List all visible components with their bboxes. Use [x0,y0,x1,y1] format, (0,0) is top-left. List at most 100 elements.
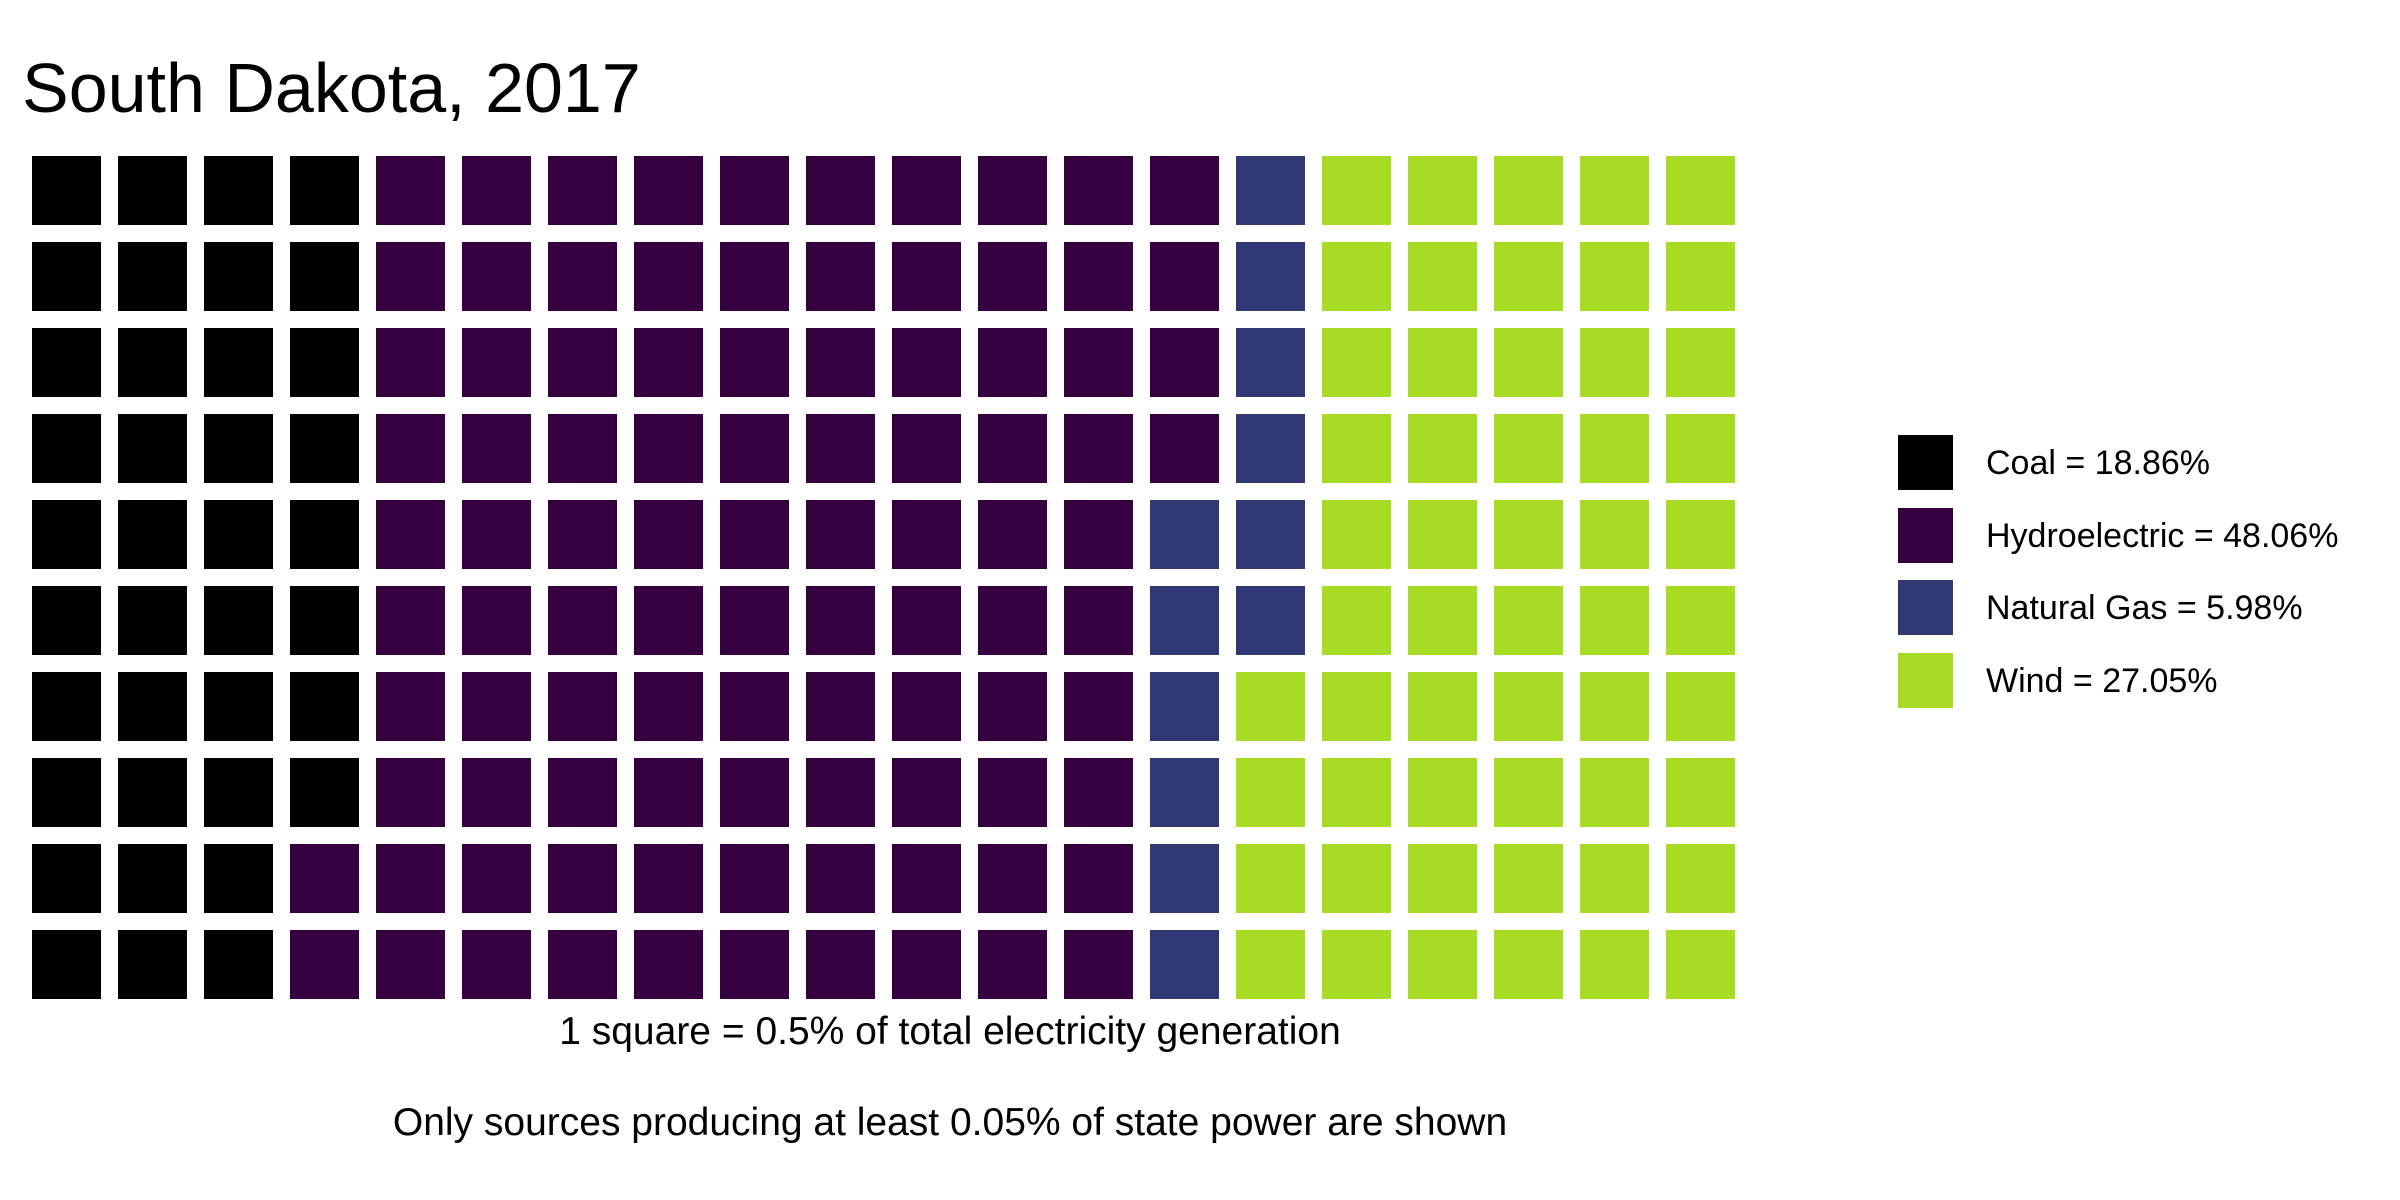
waffle-square-coal [290,758,359,827]
waffle-square-hydroelectric [462,758,531,827]
waffle-square-wind [1322,242,1391,311]
waffle-square-wind [1494,672,1563,741]
waffle-square-hydroelectric [462,242,531,311]
waffle-square-coal [290,328,359,397]
waffle-square-natural-gas [1150,500,1219,569]
waffle-square-hydroelectric [1064,758,1133,827]
waffle-square-coal [290,672,359,741]
waffle-square-hydroelectric [892,156,961,225]
waffle-square-wind [1322,586,1391,655]
waffle-square-wind [1666,242,1735,311]
waffle-square-wind [1580,156,1649,225]
waffle-square-natural-gas [1150,672,1219,741]
waffle-square-wind [1322,156,1391,225]
waffle-square-wind [1494,586,1563,655]
waffle-square-wind [1580,414,1649,483]
waffle-square-wind [1494,156,1563,225]
waffle-square-coal [204,500,273,569]
waffle-square-wind [1408,930,1477,999]
waffle-square-hydroelectric [892,242,961,311]
waffle-square-wind [1322,758,1391,827]
waffle-square-hydroelectric [978,414,1047,483]
waffle-square-wind [1580,328,1649,397]
waffle-square-hydroelectric [376,758,445,827]
waffle-square-hydroelectric [376,156,445,225]
waffle-square-coal [32,930,101,999]
waffle-square-coal [204,328,273,397]
waffle-square-natural-gas [1236,242,1305,311]
waffle-square-hydroelectric [806,930,875,999]
waffle-square-hydroelectric [1064,328,1133,397]
waffle-square-hydroelectric [978,758,1047,827]
waffle-square-hydroelectric [548,242,617,311]
waffle-square-wind [1494,500,1563,569]
waffle-square-coal [32,758,101,827]
waffle-square-hydroelectric [376,586,445,655]
waffle-square-wind [1494,844,1563,913]
waffle-square-hydroelectric [892,500,961,569]
waffle-square-hydroelectric [1064,414,1133,483]
waffle-square-hydroelectric [462,586,531,655]
waffle-square-hydroelectric [1150,414,1219,483]
waffle-square-natural-gas [1150,844,1219,913]
waffle-square-hydroelectric [634,758,703,827]
waffle-square-hydroelectric [1064,930,1133,999]
waffle-square-hydroelectric [376,242,445,311]
waffle-square-hydroelectric [978,672,1047,741]
waffle-square-coal [118,586,187,655]
waffle-square-hydroelectric [892,758,961,827]
waffle-square-wind [1580,500,1649,569]
waffle-square-natural-gas [1236,414,1305,483]
unit-caption: 1 square = 0.5% of total electricity gen… [559,1010,1341,1053]
waffle-square-coal [204,672,273,741]
waffle-square-coal [290,156,359,225]
waffle-square-natural-gas [1236,328,1305,397]
legend-swatch-natural-gas [1898,580,1953,635]
waffle-square-hydroelectric [376,500,445,569]
waffle-square-hydroelectric [290,844,359,913]
waffle-square-coal [32,414,101,483]
waffle-square-hydroelectric [978,328,1047,397]
waffle-square-coal [290,414,359,483]
waffle-square-hydroelectric [1064,586,1133,655]
waffle-square-hydroelectric [806,414,875,483]
legend-swatch-coal [1898,435,1953,490]
waffle-square-wind [1408,242,1477,311]
waffle-square-wind [1666,414,1735,483]
waffle-square-coal [204,930,273,999]
waffle-square-hydroelectric [1064,844,1133,913]
waffle-square-wind [1580,930,1649,999]
waffle-square-hydroelectric [720,328,789,397]
waffle-square-coal [204,586,273,655]
waffle-square-hydroelectric [720,844,789,913]
waffle-square-natural-gas [1236,156,1305,225]
waffle-square-coal [204,844,273,913]
waffle-square-wind [1322,500,1391,569]
waffle-grid [32,156,1735,999]
waffle-square-wind [1494,758,1563,827]
waffle-square-hydroelectric [634,500,703,569]
waffle-square-hydroelectric [462,930,531,999]
waffle-square-wind [1666,586,1735,655]
waffle-square-wind [1580,672,1649,741]
waffle-square-hydroelectric [462,414,531,483]
threshold-note: Only sources producing at least 0.05% of… [392,1101,1508,1144]
waffle-square-wind [1236,844,1305,913]
waffle-square-hydroelectric [978,500,1047,569]
waffle-square-hydroelectric [892,328,961,397]
waffle-square-hydroelectric [462,844,531,913]
chart-title: South Dakota, 2017 [22,49,641,127]
waffle-square-hydroelectric [462,500,531,569]
waffle-square-hydroelectric [1150,242,1219,311]
waffle-square-hydroelectric [634,586,703,655]
waffle-square-hydroelectric [548,844,617,913]
waffle-square-hydroelectric [548,758,617,827]
waffle-square-wind [1666,156,1735,225]
waffle-square-hydroelectric [548,414,617,483]
waffle-square-hydroelectric [462,328,531,397]
waffle-square-wind [1580,242,1649,311]
waffle-square-wind [1494,242,1563,311]
waffle-square-coal [290,500,359,569]
waffle-square-hydroelectric [978,930,1047,999]
waffle-square-wind [1666,844,1735,913]
